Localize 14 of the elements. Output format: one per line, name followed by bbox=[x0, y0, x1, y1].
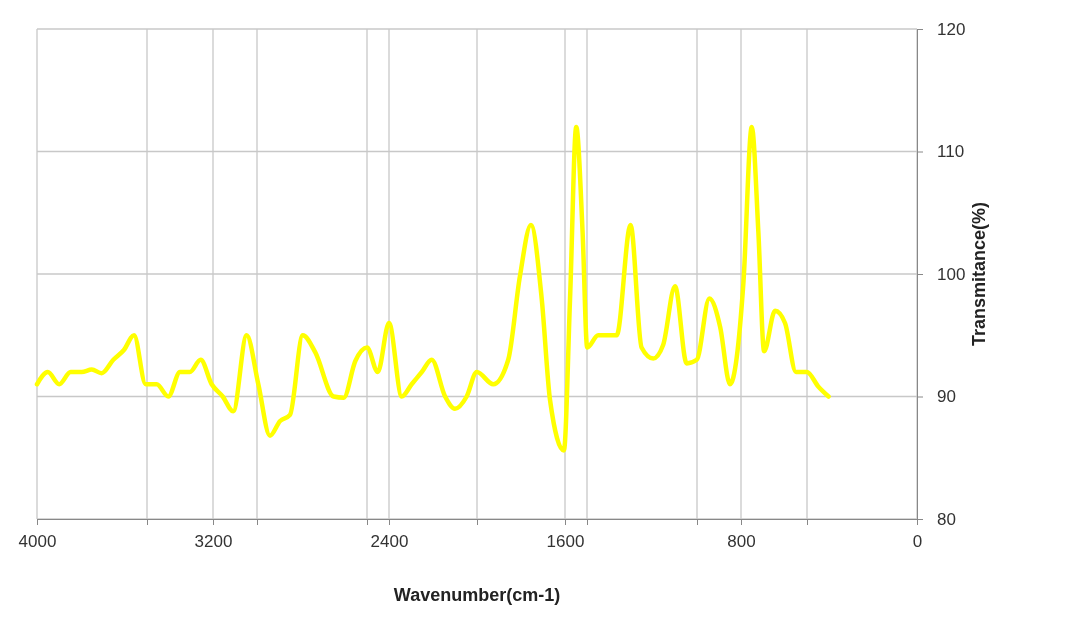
y-tick-label: 80 bbox=[937, 509, 956, 529]
x-tick-label: 1600 bbox=[546, 531, 585, 551]
x-tick-label: 3200 bbox=[194, 531, 233, 551]
x-tick-label: 800 bbox=[727, 531, 756, 551]
x-tick-label: 4000 bbox=[18, 531, 57, 551]
y-tick-label: 120 bbox=[937, 19, 966, 39]
y-tick-label: 100 bbox=[937, 264, 966, 284]
x-axis-title: Wavenumber(cm-1) bbox=[393, 585, 561, 605]
x-tick-label: 2400 bbox=[370, 531, 409, 551]
line-series bbox=[34, 124, 831, 453]
y-axis-title: Transmitance(%) bbox=[969, 201, 989, 347]
y-tick-label: 110 bbox=[937, 142, 965, 162]
x-tick-label: 0 bbox=[912, 531, 923, 551]
y-tick-label: 90 bbox=[937, 387, 956, 407]
